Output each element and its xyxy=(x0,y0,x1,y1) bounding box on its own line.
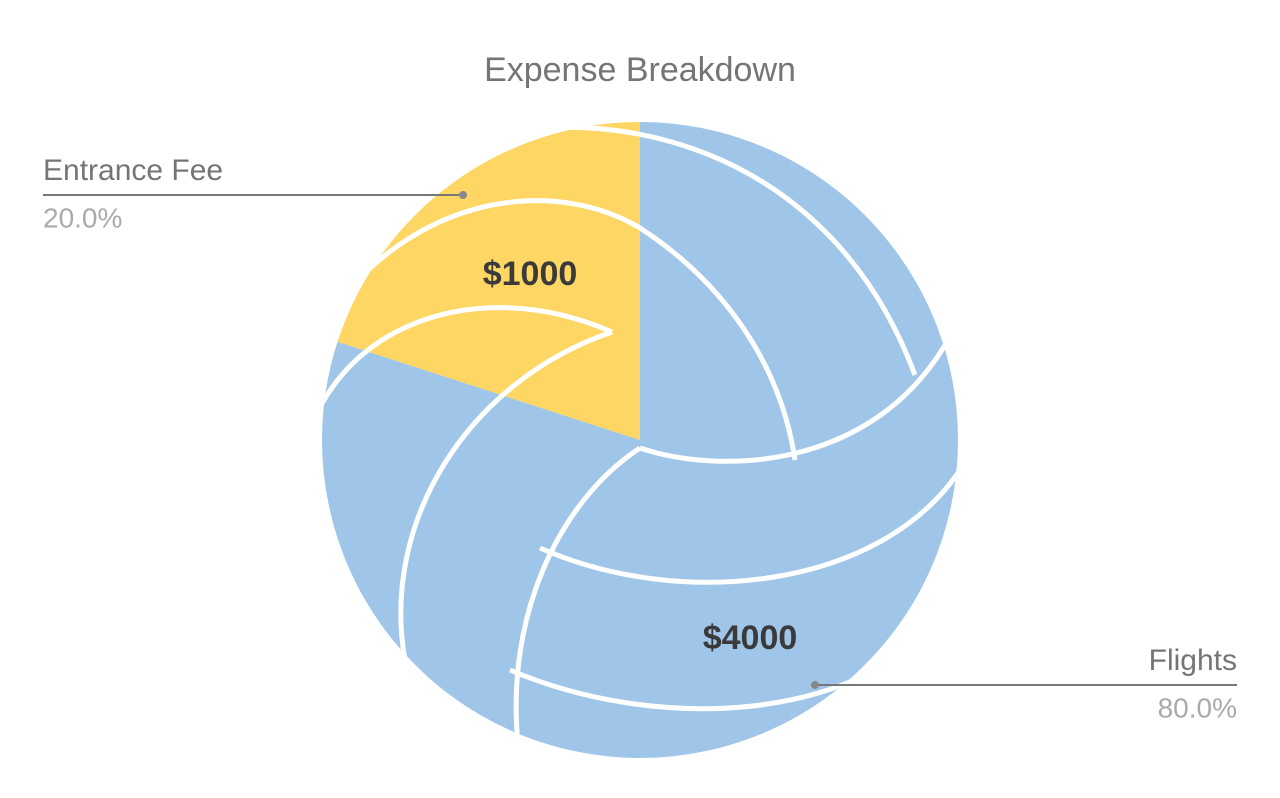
labels: $4000 Flights 80.0% $1000 Entrance Fee 20.0% xyxy=(43,154,1237,723)
leader-dot xyxy=(811,681,819,689)
value-label: $1000 xyxy=(483,255,578,293)
seam xyxy=(513,445,642,758)
pie xyxy=(321,122,958,758)
seam xyxy=(538,468,958,585)
seam xyxy=(639,343,948,464)
percent-label: 20.0% xyxy=(43,202,122,233)
leader-dot xyxy=(459,191,467,199)
category-label: Entrance Fee xyxy=(43,154,223,187)
seam xyxy=(398,329,613,661)
value-label: $4000 xyxy=(703,619,798,657)
seam xyxy=(322,305,613,471)
seam xyxy=(338,198,798,461)
pie-slice xyxy=(321,122,958,758)
percent-label: 80.0% xyxy=(1158,692,1237,723)
chart-title: Expense Breakdown xyxy=(484,51,796,89)
category-label: Flights xyxy=(1149,644,1237,677)
